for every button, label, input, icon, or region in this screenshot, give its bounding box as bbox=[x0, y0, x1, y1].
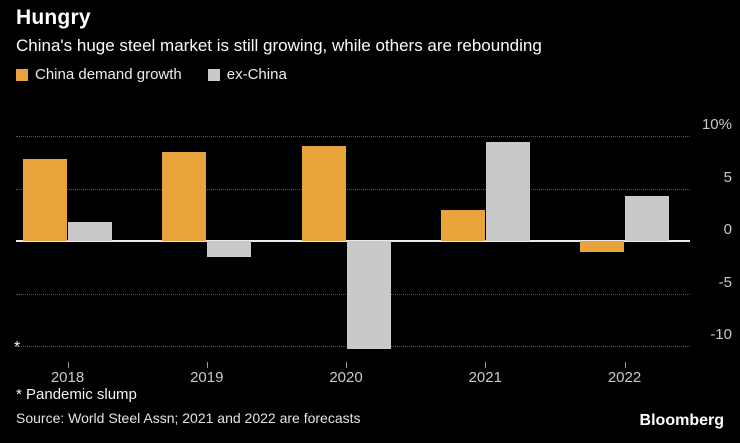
x-tick bbox=[624, 362, 626, 368]
x-tick bbox=[346, 362, 347, 368]
y-tick-label: 0 bbox=[723, 221, 732, 239]
bar-china-2020 bbox=[301, 145, 346, 242]
legend-swatch-china-icon bbox=[16, 68, 28, 81]
x-tick bbox=[485, 362, 487, 368]
bar-exchina-2019 bbox=[207, 241, 252, 257]
x-tick-label: 2020 bbox=[329, 369, 363, 386]
legend-label-china: China demand growth bbox=[35, 66, 182, 83]
chart-subtitle: China's huge steel market is still growi… bbox=[16, 36, 542, 55]
y-tick-label: 5 bbox=[723, 168, 732, 186]
bloomberg-logo: Bloomberg bbox=[639, 412, 724, 429]
legend-label-exchina: ex-China bbox=[226, 66, 287, 83]
x-tick-label: 2022 bbox=[607, 369, 642, 386]
legend-item-china: China demand growth bbox=[16, 66, 182, 83]
page-title: Hungry bbox=[16, 6, 91, 29]
bar-china-2021 bbox=[440, 209, 485, 242]
bar-exchina-2018 bbox=[68, 222, 112, 242]
x-tick-label: 2019 bbox=[190, 369, 224, 386]
bar-exchina-2022 bbox=[625, 196, 669, 242]
plot-area bbox=[16, 110, 690, 362]
y-tick-label: 10% bbox=[701, 116, 732, 134]
y-tick-label: -5 bbox=[718, 273, 732, 291]
bar-china-2022 bbox=[580, 241, 624, 252]
gridline bbox=[16, 136, 690, 138]
source-line: Source: World Steel Assn; 2021 and 2022 … bbox=[16, 410, 361, 426]
footnote: * Pandemic slump bbox=[16, 386, 137, 403]
legend-swatch-exchina-icon bbox=[207, 68, 220, 81]
pandemic-annotation-marker: * bbox=[14, 339, 21, 356]
legend-item-exchina: ex-China bbox=[207, 66, 287, 83]
bar-exchina-2021 bbox=[485, 141, 530, 242]
legend: China demand growth ex-China bbox=[16, 66, 287, 83]
y-tick-label: -10 bbox=[710, 326, 732, 344]
x-tick-label: 2018 bbox=[50, 369, 85, 386]
bar-exchina-2020 bbox=[346, 241, 391, 350]
bar-china-2019 bbox=[162, 152, 207, 242]
x-tick bbox=[67, 362, 69, 368]
x-tick-label: 2021 bbox=[468, 369, 502, 386]
gridline bbox=[16, 188, 690, 190]
bar-china-2018 bbox=[23, 159, 67, 242]
x-tick bbox=[206, 362, 208, 368]
